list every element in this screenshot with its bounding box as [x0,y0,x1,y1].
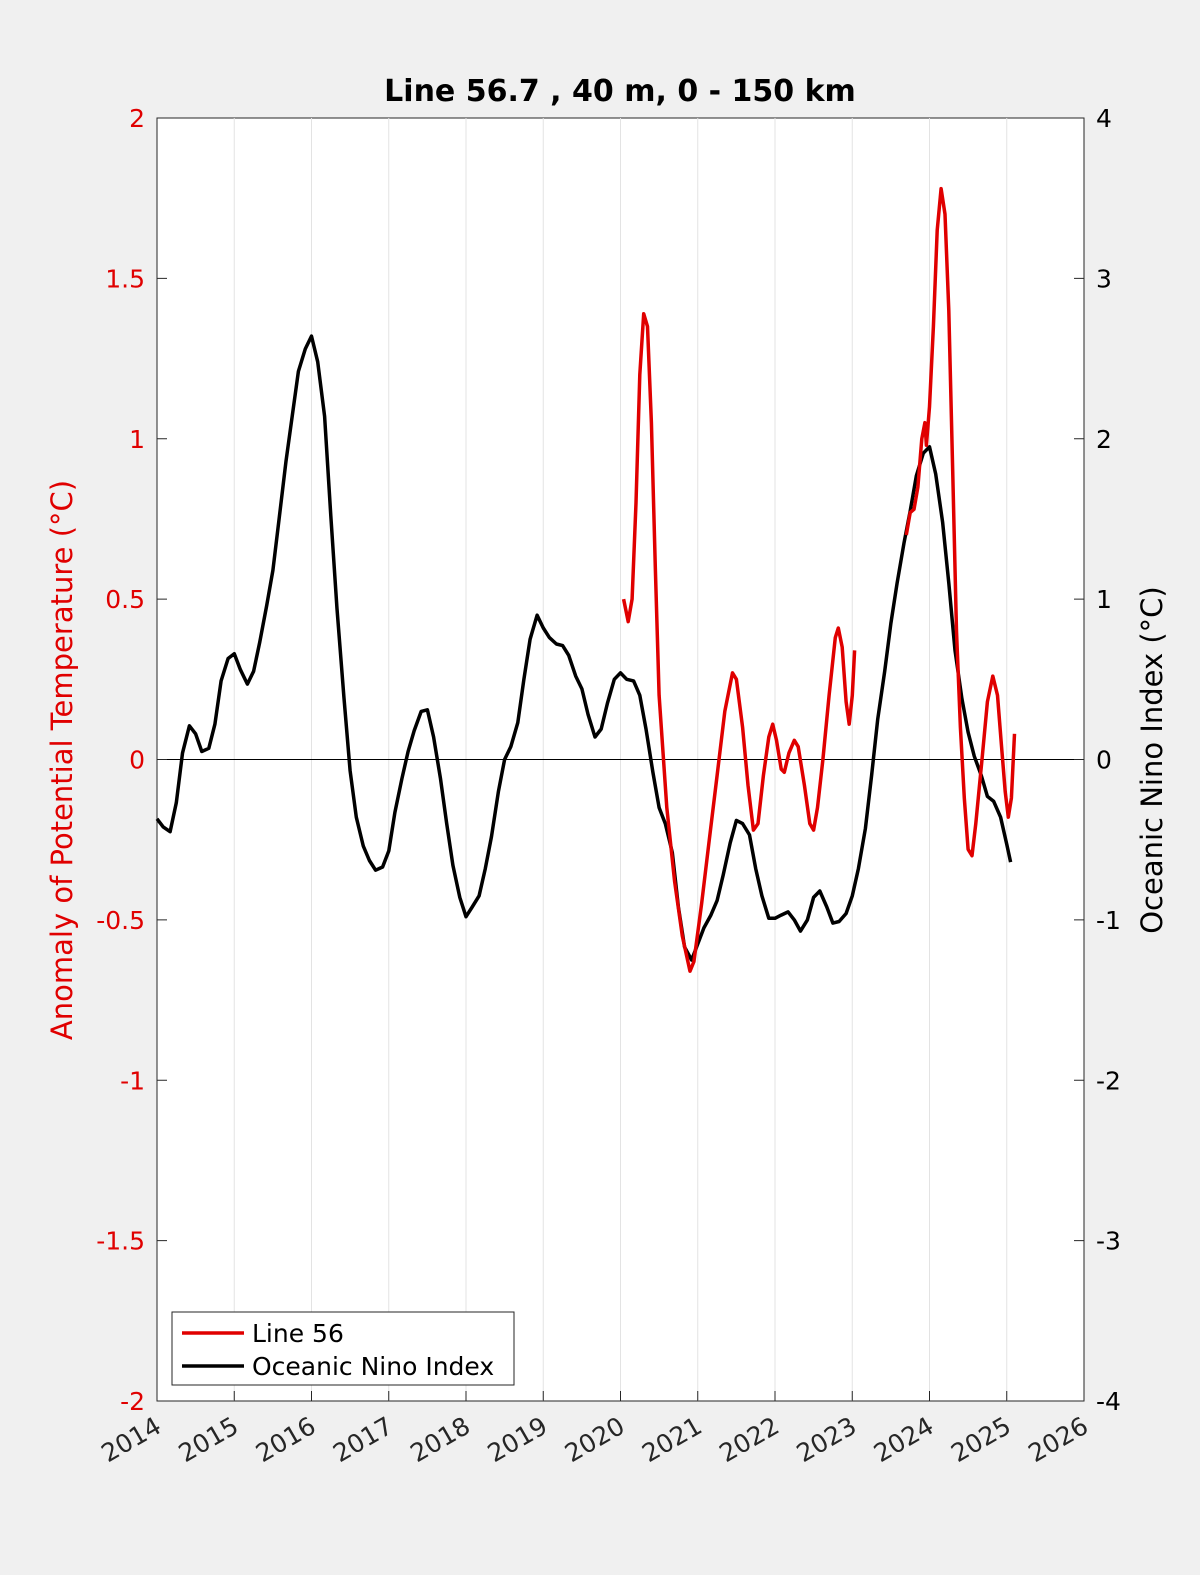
x-tick-label: 2020 [560,1411,630,1468]
series-layer [155,186,1017,973]
series-line-line56 [904,186,1017,858]
y-right-tick-label: 2 [1096,425,1112,454]
x-tick-label: 2015 [174,1411,244,1468]
y-left-tick-label: 2 [129,104,145,133]
y-right-tick-label: -4 [1096,1387,1121,1416]
y-left-tick-label: -2 [120,1387,145,1416]
series-line-line56 [621,311,857,973]
y-right-tick-label: -2 [1096,1066,1121,1095]
y-left-tick-label: -1.5 [96,1227,145,1256]
y-right-tick-label: 0 [1096,746,1112,775]
y-axis-left-label: Anomaly of Potential Temperature (°C) [45,480,79,1040]
y-left-tick-label: 0.5 [105,585,145,614]
y-right-tick-label: 3 [1096,264,1112,293]
x-tick-label: 2017 [328,1411,398,1468]
series-line-oni [155,334,1013,962]
y-left-tick-label: 1 [129,425,145,454]
y-right-tick-label: -1 [1096,906,1121,935]
legend-label-line56: Line 56 [252,1319,344,1348]
x-tick-label: 2018 [405,1411,475,1468]
y-right-tick-label: -3 [1096,1227,1121,1256]
x-tick-label: 2024 [869,1411,939,1468]
y-left-tick-label: 0 [129,746,145,775]
x-tick-label: 2026 [1023,1411,1093,1468]
x-tick-label: 2021 [637,1411,707,1468]
x-tick-label: 2022 [714,1411,784,1468]
y-left-tick-label: -1 [120,1066,145,1095]
legend-label-oni: Oceanic Nino Index [252,1352,494,1381]
x-tick-label: 2016 [251,1411,321,1468]
legend: Line 56 Oceanic Nino Index [171,1311,515,1386]
y-right-tick-label: 4 [1096,104,1112,133]
y-right-tick-label: 1 [1096,585,1112,614]
x-tick-label: 2014 [96,1411,166,1468]
x-tick-label: 2025 [946,1411,1016,1468]
chart-title: Line 56.7 , 40 m, 0 - 150 km [384,74,856,109]
y-axis-right-label: Oceanic Nino Index (°C) [1135,586,1169,934]
y-left-tick-label: -0.5 [96,906,145,935]
y-left-tick-label: 1.5 [105,264,145,293]
legend-box [171,1311,515,1386]
x-tick-label: 2019 [483,1411,553,1468]
x-tick-label: 2023 [792,1411,862,1468]
